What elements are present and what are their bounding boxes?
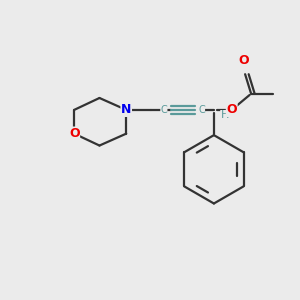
Text: H: H (220, 110, 229, 120)
Text: O: O (226, 103, 237, 116)
Text: C: C (160, 105, 167, 115)
Text: N: N (121, 103, 131, 116)
Text: O: O (238, 54, 249, 67)
Text: O: O (69, 127, 80, 140)
Text: C: C (198, 105, 205, 115)
